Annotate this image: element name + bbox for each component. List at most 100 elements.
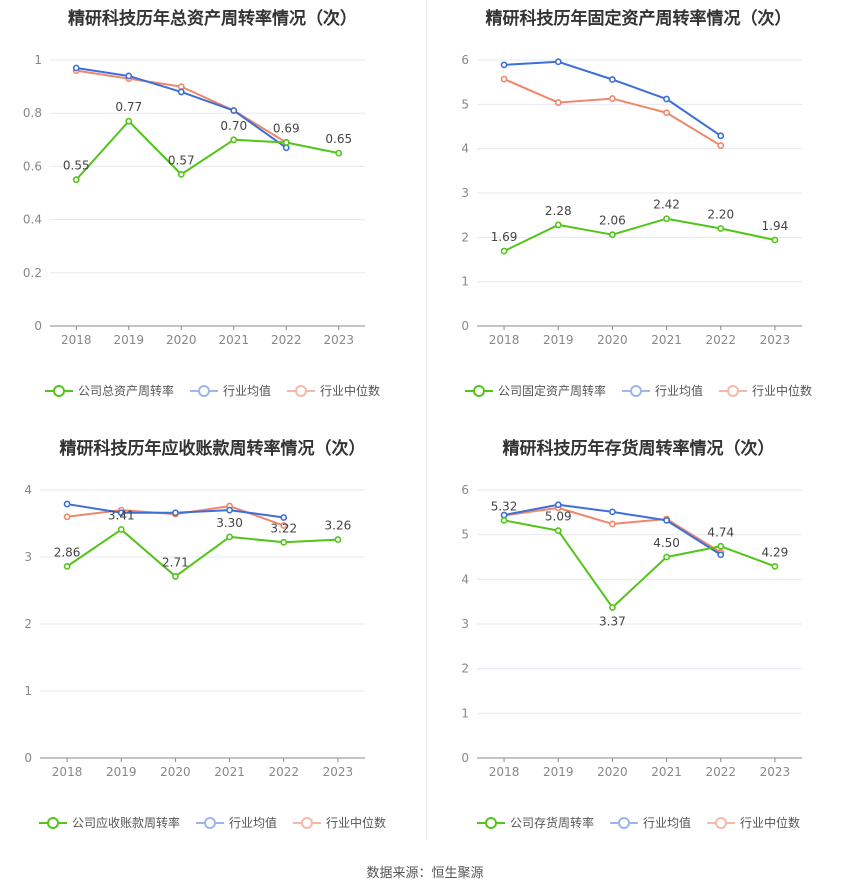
x-tick-label: 2023 <box>760 765 791 779</box>
x-tick-label: 2022 <box>705 765 736 779</box>
x-tick-label: 2019 <box>113 333 144 347</box>
panel-divider <box>426 0 427 840</box>
data-label: 4.74 <box>707 525 734 539</box>
legend-company-marker <box>464 384 493 398</box>
legend-item-average[interactable]: 行业均值 <box>621 382 703 399</box>
total-asset-turnover-chart: 精研科技历年总资产周转率情况（次） 0 0.2 0.4 0.6 0.8 1 2018 2019… <box>0 0 425 410</box>
data-point-company <box>226 533 233 541</box>
series-line-company <box>503 519 776 609</box>
series-line-company <box>503 217 776 252</box>
data-point-median <box>177 83 185 90</box>
legend-item-average[interactable]: 行业均值 <box>195 814 277 831</box>
legend-median-marker <box>719 384 747 398</box>
data-point-average <box>663 95 670 103</box>
legend-item-company[interactable]: 公司应收账款周转率 <box>38 814 180 831</box>
legend-item-median[interactable]: 行业中位数 <box>707 814 800 831</box>
x-tick-label: 2020 <box>160 765 191 779</box>
y-tick-label: 1 <box>461 275 469 289</box>
data-point-median <box>500 75 508 83</box>
legend-label: 行业均值 <box>654 384 703 398</box>
legend-item-median[interactable]: 行业中位数 <box>293 814 386 831</box>
chart-legend: 公司存货周转率 行业均值 行业中位数 <box>427 814 850 831</box>
data-point-average <box>554 58 562 66</box>
data-point-company <box>609 231 616 239</box>
legend-item-company[interactable]: 公司固定资产周转率 <box>464 382 606 399</box>
legend-label: 行业中位数 <box>752 384 813 398</box>
chart-plot: 0 0.2 0.4 0.6 0.8 1 2018 2019 2020 2021 2022 2023 0.… <box>23 53 365 347</box>
legend-median-marker <box>287 384 315 398</box>
legend-average-marker <box>621 384 650 398</box>
legend-item-company[interactable]: 公司存货周转率 <box>476 814 594 831</box>
data-point-company <box>125 117 133 125</box>
series-line-company <box>66 528 338 578</box>
x-tick-label: 2018 <box>489 333 520 347</box>
data-label: 2.28 <box>545 204 572 218</box>
data-point-average <box>117 509 125 517</box>
data-label: 5.09 <box>545 510 572 524</box>
data-point-average <box>717 551 725 559</box>
data-point-company <box>500 247 508 255</box>
legend-label: 行业均值 <box>642 816 691 830</box>
legend-item-average[interactable]: 行业均值 <box>189 382 271 399</box>
data-point-average <box>554 501 562 509</box>
data-label: 2.71 <box>162 555 189 569</box>
legend-item-median[interactable]: 行业中位数 <box>287 382 380 399</box>
data-point-average <box>717 132 725 140</box>
legend-label: 行业均值 <box>222 384 271 398</box>
chart-title: 精研科技历年应收账款周转率情况（次） <box>59 439 366 459</box>
legend-label: 公司固定资产周转率 <box>497 384 606 398</box>
data-point-average <box>609 76 616 83</box>
y-tick-label: 1 <box>24 684 32 698</box>
x-tick-label: 2019 <box>543 765 574 779</box>
x-tick-label: 2021 <box>651 765 682 779</box>
y-tick-label: 0 <box>34 319 42 333</box>
data-label: 1.94 <box>762 219 789 233</box>
x-tick-label: 2018 <box>52 765 83 779</box>
data-label: 3.22 <box>270 521 297 535</box>
data-point-company <box>117 526 125 533</box>
data-label: 0.69 <box>273 121 300 135</box>
y-tick-label: 0.6 <box>23 159 42 173</box>
data-point-average <box>500 61 508 69</box>
data-point-company <box>280 538 288 546</box>
series-line-company <box>75 120 339 181</box>
x-tick-label: 2022 <box>705 333 736 347</box>
x-tick-label: 2021 <box>218 333 249 347</box>
x-tick-label: 2023 <box>323 765 354 779</box>
y-tick-label: 4 <box>461 142 469 156</box>
data-point-median <box>63 513 71 521</box>
x-tick-label: 2020 <box>597 333 628 347</box>
data-label: 4.29 <box>762 545 789 559</box>
data-label: 1.69 <box>491 230 518 244</box>
y-tick-label: 4 <box>24 483 32 497</box>
legend-item-median[interactable]: 行业中位数 <box>719 382 812 399</box>
legend-company-marker <box>44 384 73 398</box>
data-point-company <box>72 176 80 184</box>
x-tick-label: 2021 <box>651 333 682 347</box>
data-label: 2.06 <box>599 214 626 228</box>
data-point-company <box>717 542 725 550</box>
data-point-average <box>282 144 290 152</box>
data-point-average <box>125 72 133 80</box>
y-tick-label: 1 <box>34 53 42 67</box>
inventory-turnover-chart: 精研科技历年存货周转率情况（次） 0 1 2 3 4 5 6 2018 2019 2020 2021… <box>427 430 850 840</box>
x-tick-label: 2019 <box>106 765 137 779</box>
y-tick-label: 0.4 <box>23 213 42 227</box>
legend-label: 公司存货周转率 <box>509 816 594 830</box>
legend-median-marker <box>707 816 735 830</box>
series-line-median <box>503 78 722 147</box>
y-tick-label: 3 <box>461 617 469 631</box>
data-point-average <box>230 107 238 114</box>
x-tick-label: 2023 <box>323 333 354 347</box>
receivables-turnover-chart: 精研科技历年应收账款周转率情况（次） 0 1 2 3 4 2018 2019 2020 2021… <box>0 430 425 840</box>
data-label: 2.42 <box>653 198 680 212</box>
legend-company-marker <box>38 816 67 830</box>
y-tick-label: 6 <box>461 53 469 67</box>
chart-plot: 0 1 2 3 4 2018 2019 2020 2021 2022 2023 2.86 3.41 2.7… <box>24 483 365 779</box>
x-tick-label: 2020 <box>597 765 628 779</box>
data-point-company <box>230 136 238 144</box>
y-tick-label: 5 <box>461 97 469 111</box>
legend-item-average[interactable]: 行业均值 <box>609 814 691 831</box>
data-point-median <box>717 142 725 149</box>
legend-item-company[interactable]: 公司总资产周转率 <box>44 382 174 399</box>
